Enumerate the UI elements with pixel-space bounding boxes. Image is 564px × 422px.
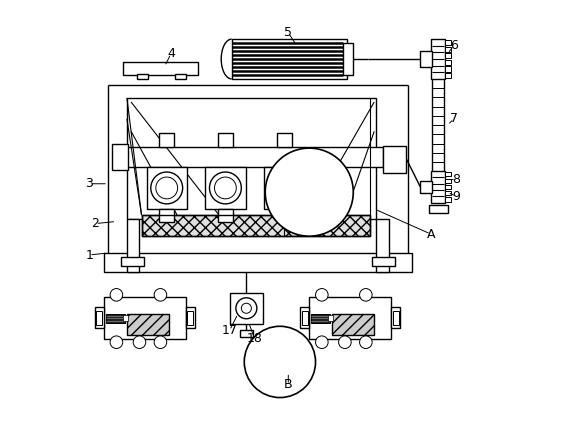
Circle shape <box>151 172 183 204</box>
Bar <box>343 43 353 75</box>
Bar <box>147 167 187 209</box>
Text: 7: 7 <box>450 112 458 125</box>
Text: B: B <box>284 379 293 392</box>
Circle shape <box>360 336 372 349</box>
Bar <box>138 74 148 79</box>
Text: 1: 1 <box>85 249 93 262</box>
Bar <box>127 98 376 219</box>
Bar <box>240 330 253 337</box>
Bar <box>142 215 370 236</box>
Bar <box>376 219 389 272</box>
Bar <box>175 74 186 79</box>
Bar <box>230 293 263 324</box>
Bar <box>446 191 451 195</box>
Text: 6: 6 <box>450 39 458 52</box>
Text: 8: 8 <box>452 173 460 186</box>
Bar <box>159 209 174 222</box>
Circle shape <box>244 326 315 398</box>
Bar <box>123 62 198 75</box>
Circle shape <box>110 289 123 301</box>
Bar <box>264 167 304 209</box>
Bar <box>96 311 102 325</box>
Bar <box>121 257 144 266</box>
Bar <box>123 315 127 321</box>
Bar <box>431 39 446 79</box>
Bar <box>302 311 307 325</box>
Bar <box>420 51 431 67</box>
Bar <box>142 215 370 236</box>
Bar <box>420 181 431 193</box>
Bar <box>446 172 451 176</box>
Bar <box>446 179 451 183</box>
Bar <box>446 67 451 71</box>
Circle shape <box>338 336 351 349</box>
Circle shape <box>209 172 241 204</box>
Circle shape <box>154 336 167 349</box>
Bar <box>127 314 169 335</box>
Bar <box>276 209 292 222</box>
Bar <box>431 171 446 203</box>
Circle shape <box>265 148 353 236</box>
Circle shape <box>236 298 257 319</box>
Text: 18: 18 <box>247 333 263 345</box>
Bar <box>112 144 128 170</box>
Text: 5: 5 <box>284 26 292 39</box>
Bar <box>127 147 382 167</box>
Bar <box>95 307 104 328</box>
Bar <box>328 315 333 321</box>
Circle shape <box>315 336 328 349</box>
Bar <box>446 60 451 65</box>
Bar <box>218 209 233 222</box>
Bar <box>446 73 451 78</box>
Circle shape <box>268 172 300 204</box>
Bar <box>446 53 451 58</box>
Bar <box>382 146 406 173</box>
Bar <box>446 46 451 51</box>
Circle shape <box>214 177 236 199</box>
Bar <box>205 167 245 209</box>
Bar <box>332 314 374 335</box>
Text: 9: 9 <box>452 190 460 203</box>
Bar <box>429 205 448 213</box>
Text: 4: 4 <box>167 47 175 60</box>
Circle shape <box>273 177 295 199</box>
Circle shape <box>110 336 123 349</box>
Bar <box>446 185 451 189</box>
Bar <box>218 133 233 147</box>
Bar <box>391 307 400 328</box>
Text: 17: 17 <box>222 324 237 337</box>
Circle shape <box>154 289 167 301</box>
Circle shape <box>156 177 178 199</box>
Bar <box>276 133 292 147</box>
Bar <box>232 39 347 79</box>
Bar <box>104 297 186 339</box>
Text: A: A <box>426 227 435 241</box>
Text: 3: 3 <box>85 177 93 190</box>
Bar <box>446 40 451 45</box>
Bar <box>372 257 395 266</box>
Bar <box>187 311 193 325</box>
Circle shape <box>133 336 146 349</box>
Text: 2: 2 <box>91 217 99 230</box>
Bar <box>393 311 399 325</box>
Bar <box>300 307 309 328</box>
Circle shape <box>241 303 252 313</box>
Bar <box>104 253 412 272</box>
Bar <box>446 197 451 202</box>
Bar <box>106 314 125 323</box>
Bar <box>186 307 195 328</box>
Bar <box>311 314 330 323</box>
Bar <box>309 297 391 339</box>
Circle shape <box>315 289 328 301</box>
Bar <box>159 133 174 147</box>
Circle shape <box>360 289 372 301</box>
Bar <box>127 219 139 272</box>
